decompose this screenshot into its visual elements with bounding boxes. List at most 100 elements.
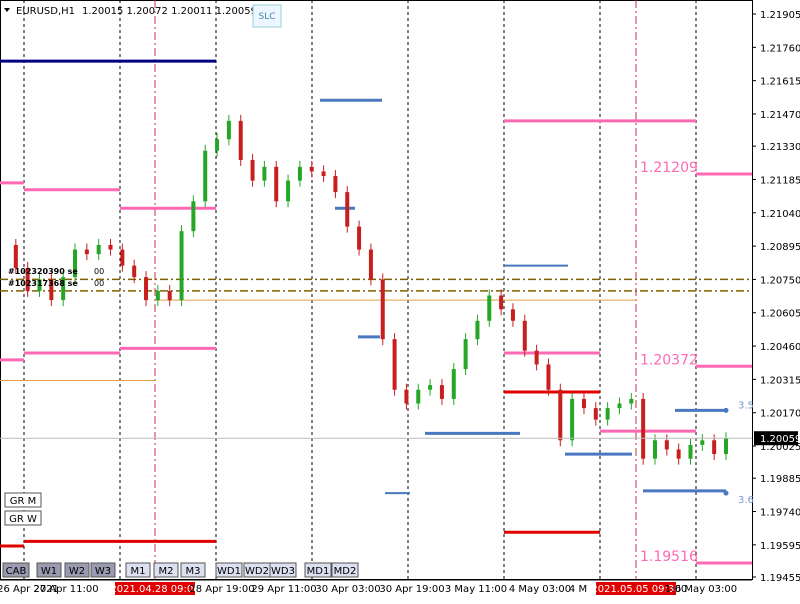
- candle: [664, 440, 669, 450]
- candle: [179, 231, 184, 301]
- y-tick-label: 1.21330: [760, 142, 800, 153]
- candle: [676, 449, 681, 459]
- candle: [25, 267, 30, 291]
- candle: [534, 350, 539, 365]
- candle: [61, 277, 66, 301]
- candle: [191, 201, 196, 232]
- button-label[interactable]: GR W: [9, 514, 37, 525]
- button-label[interactable]: M1: [131, 566, 146, 577]
- candle: [510, 309, 515, 321]
- price-label: 1.20372: [640, 352, 698, 368]
- button[interactable]: [215, 562, 243, 578]
- candle: [73, 249, 78, 278]
- button-label[interactable]: M3: [186, 566, 201, 577]
- menu-arrow[interactable]: [4, 8, 10, 12]
- ohlc: 1.20015 1.20072 1.20011 1.20059: [82, 6, 257, 17]
- button[interactable]: [269, 562, 297, 578]
- candle: [274, 166, 279, 202]
- candle: [700, 440, 705, 445]
- candle: [144, 277, 149, 301]
- button[interactable]: [36, 562, 62, 578]
- candle: [49, 279, 54, 301]
- y-tick-label: 1.19595: [760, 541, 800, 552]
- candle: [629, 398, 634, 404]
- candle: [238, 120, 243, 160]
- button-label[interactable]: W2: [69, 566, 85, 577]
- candle: [428, 385, 433, 390]
- button-label[interactable]: CAB: [6, 566, 27, 577]
- candle: [652, 440, 657, 459]
- x-tick-label: 30 Apr 19:00: [379, 584, 444, 595]
- y-tick-label: 1.19740: [760, 508, 800, 519]
- y-tick-label: 1.21040: [760, 209, 800, 220]
- candle: [439, 385, 444, 399]
- button-label[interactable]: MD1: [307, 566, 330, 577]
- button[interactable]: [304, 562, 332, 578]
- x-tick-label: 28 Apr 19:00: [189, 584, 254, 595]
- x-tick-label: 1:00: [665, 584, 687, 595]
- button[interactable]: [4, 510, 42, 526]
- y-tick-label: 1.20750: [760, 275, 800, 286]
- handle: [723, 490, 729, 496]
- button[interactable]: [4, 492, 42, 508]
- candle: [84, 249, 89, 255]
- button-label[interactable]: WD2: [245, 566, 269, 577]
- candle: [380, 279, 385, 340]
- side-label: 3.5: [738, 400, 754, 411]
- current-price: 1.20059: [760, 434, 800, 445]
- candle: [155, 290, 160, 301]
- candle: [321, 171, 326, 177]
- button-label[interactable]: MD2: [334, 566, 357, 577]
- button-label[interactable]: M2: [159, 566, 174, 577]
- y-tick-label: 1.19885: [760, 474, 800, 485]
- candle: [522, 320, 527, 351]
- candle: [108, 244, 113, 250]
- x-tick-label: 29 Apr 11:00: [251, 584, 316, 595]
- candle: [96, 244, 101, 255]
- button[interactable]: [2, 562, 30, 578]
- candle: [558, 389, 563, 441]
- button[interactable]: [64, 562, 90, 578]
- y-tick-label: 1.21615: [760, 77, 800, 88]
- candle: [463, 339, 468, 370]
- candle: [132, 265, 137, 278]
- button-label[interactable]: W1: [41, 566, 57, 577]
- candle: [37, 279, 42, 291]
- button-label[interactable]: WD3: [271, 566, 295, 577]
- price-label: 1.19516: [640, 549, 698, 565]
- button-label[interactable]: GR M: [10, 496, 37, 507]
- candle: [688, 444, 693, 459]
- candle: [546, 364, 551, 390]
- button[interactable]: [331, 562, 359, 578]
- y-tick-label: 1.20025: [760, 442, 800, 453]
- candle: [593, 408, 598, 420]
- x-tick-label: 4 M: [569, 584, 587, 595]
- candle: [262, 166, 267, 181]
- candle: [605, 408, 610, 420]
- button[interactable]: [153, 562, 179, 578]
- button[interactable]: [252, 4, 282, 28]
- candle: [451, 369, 456, 399]
- button-label[interactable]: W3: [95, 566, 111, 577]
- symbol: EURUSD,H1: [16, 6, 75, 17]
- candle: [345, 192, 350, 227]
- button[interactable]: [90, 562, 116, 578]
- candle: [215, 139, 220, 151]
- button-label[interactable]: WD1: [217, 566, 241, 577]
- candle: [416, 389, 421, 404]
- button[interactable]: [125, 562, 151, 578]
- order-label: #102320390 se: [8, 267, 78, 276]
- button[interactable]: [180, 562, 206, 578]
- y-tick-label: 1.19455: [760, 573, 800, 584]
- y-tick-label: 1.21760: [760, 43, 800, 54]
- time-marker: [596, 582, 676, 595]
- x-tick-label: 2021.05.05 09:30: [591, 584, 680, 595]
- candle: [724, 438, 728, 455]
- candle: [286, 180, 291, 202]
- candle: [357, 226, 362, 250]
- x-tick-label: 26 Apr 2021: [0, 584, 59, 595]
- candle: [120, 249, 125, 266]
- button-label[interactable]: SLC: [258, 12, 275, 22]
